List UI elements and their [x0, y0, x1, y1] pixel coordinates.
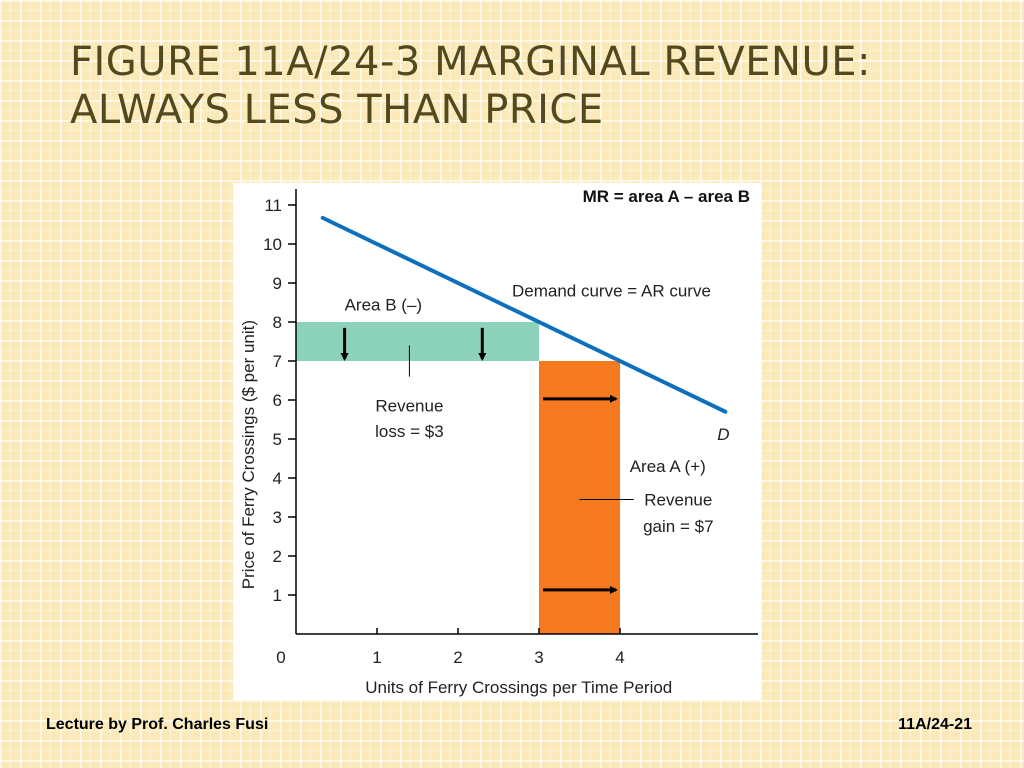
- area-a-label: Area A (+): [630, 457, 706, 476]
- x-tick-label: 0: [276, 648, 285, 667]
- footer-slide-number: 11A/24-21: [898, 716, 972, 733]
- revenue-loss-label-line2: loss = $3: [375, 422, 444, 441]
- x-tick-label: 3: [534, 648, 543, 667]
- demand-curve-end-label: D: [717, 425, 729, 444]
- slide-title-line-2: ALWAYS LESS THAN PRICE: [70, 87, 604, 133]
- marginal-revenue-chart: 1 2 3 4 5 6 7 8 9 10 11 0 1 2 3 4 Units of Ferry Crossin…: [239, 187, 758, 697]
- y-tick-label: 7: [273, 352, 282, 371]
- y-tick-label: 4: [273, 469, 282, 488]
- slide-title: FIGURE 11A/24-3 MARGINAL REVENUE: ALWAYS…: [70, 38, 970, 134]
- y-tick-label: 3: [273, 508, 282, 527]
- chart-title: MR = area A – area B: [583, 187, 750, 206]
- chart-container: 1 2 3 4 5 6 7 8 9 10 11 0 1 2 3 4 Units of Ferry Crossin…: [233, 183, 761, 700]
- revenue-gain-label-line1: Revenue: [644, 490, 712, 509]
- area-b-label: Area B (–): [345, 295, 422, 314]
- demand-curve-line: [320, 215, 728, 414]
- slide-title-line-1: FIGURE 11A/24-3 MARGINAL REVENUE:: [70, 39, 871, 85]
- revenue-loss-label-line1: Revenue: [375, 397, 443, 416]
- y-tick-label: 1: [273, 586, 282, 605]
- y-tick-label: 2: [273, 547, 282, 566]
- x-axis-label: Units of Ferry Crossings per Time Period: [365, 678, 672, 697]
- x-tick-label: 1: [372, 648, 381, 667]
- x-tick-label: 2: [453, 648, 462, 667]
- revenue-gain-label-line2: gain = $7: [643, 517, 713, 536]
- area-b-region: [296, 322, 539, 361]
- demand-curve-label: Demand curve = AR curve: [512, 282, 711, 301]
- y-tick-label: 5: [273, 430, 282, 449]
- area-a-region: [539, 361, 620, 634]
- y-tick-label: 6: [273, 391, 282, 410]
- y-tick-label: 11: [264, 196, 282, 215]
- x-tick-label: 4: [615, 648, 624, 667]
- y-tick-label: 8: [273, 313, 282, 332]
- footer-lecturer: Lecture by Prof. Charles Fusi: [46, 716, 269, 733]
- y-axis-label: Price of Ferry Crossings ($ per unit): [239, 320, 258, 589]
- y-tick-label: 10: [263, 235, 282, 254]
- y-tick-label: 9: [273, 274, 282, 293]
